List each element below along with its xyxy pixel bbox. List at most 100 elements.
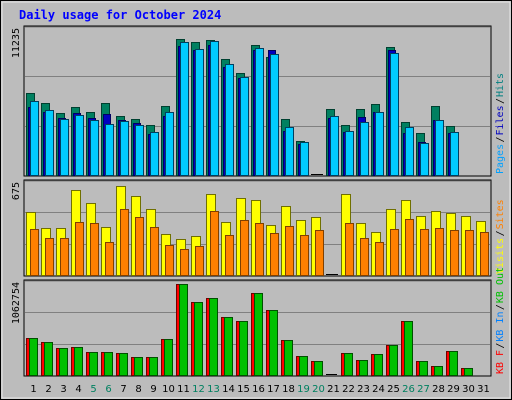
bar-kb-out — [389, 345, 398, 376]
bar-pages — [180, 42, 189, 176]
bar-pages — [75, 115, 84, 176]
bar-pages — [165, 112, 174, 176]
bar-sites — [105, 242, 114, 276]
legend: KB F/KB In/KB Out — [495, 267, 506, 374]
legend-sites: Sites — [495, 199, 506, 229]
bar-kb-out — [344, 353, 353, 376]
legend-hits: Hits — [495, 73, 506, 97]
bar-sites — [285, 226, 294, 276]
bar-sites — [195, 246, 204, 276]
bar-sites — [165, 245, 174, 276]
bar-sites — [480, 232, 489, 276]
bar-sites — [360, 238, 369, 276]
bar-kb-out — [119, 353, 128, 376]
bar-sites — [330, 274, 338, 275]
bar-kb-out — [269, 310, 278, 376]
bar-pages — [195, 49, 204, 176]
day-labels: 1 2 3 4 5 6 7 8 9 10 11 12 13 14 15 16 17 18 19 20 21 22 23 24 2… — [30, 384, 490, 395]
bar-sites — [90, 223, 99, 276]
bar-sites — [75, 222, 84, 276]
panels: 11235Pages/Files/Hits675Visits/Sites1062… — [11, 25, 506, 377]
day-label: 31 — [477, 384, 490, 395]
bar-pages — [285, 127, 294, 176]
bar-kb-out — [59, 348, 68, 376]
y-max-label: 675 — [11, 182, 22, 200]
day-label: 11 — [177, 384, 190, 395]
bar-kb-out — [254, 293, 263, 376]
bar-kb-out — [209, 298, 218, 376]
bar-kb-out — [44, 342, 53, 376]
legend: Pages/Files/Hits — [495, 73, 506, 174]
bar-kb-out — [329, 374, 337, 375]
bar-sites — [60, 238, 69, 276]
bar-kb-out — [74, 347, 83, 376]
bar-pages — [360, 122, 369, 176]
bar-kb-out — [314, 361, 323, 376]
day-label: 20 — [312, 384, 325, 395]
day-label: 26 — [402, 384, 415, 395]
bar-kb-out — [134, 357, 143, 376]
legend-separator: / — [495, 343, 506, 349]
legend-kb-in: KB In — [495, 311, 506, 341]
bar-pages — [405, 127, 414, 176]
bar-pages — [300, 142, 309, 176]
bar-pages — [60, 119, 69, 176]
bar-kb-out — [164, 339, 173, 376]
bar-kb-out — [464, 368, 473, 376]
bar-sites — [255, 223, 264, 276]
day-label: 24 — [372, 384, 385, 395]
day-label: 18 — [282, 384, 295, 395]
day-label: 3 — [60, 384, 66, 395]
day-label: 17 — [267, 384, 280, 395]
bar-sites — [240, 220, 249, 276]
bar-kb-out — [284, 340, 293, 376]
day-label: 15 — [237, 384, 250, 395]
bar-sites — [420, 229, 429, 276]
day-label: 12 — [192, 384, 205, 395]
bar-pages — [390, 53, 399, 176]
bar-sites — [30, 229, 39, 276]
bar-sites — [150, 227, 159, 276]
day-label: 6 — [105, 384, 111, 395]
day-label: 30 — [462, 384, 475, 395]
day-label: 28 — [432, 384, 445, 395]
bar-kb-out — [299, 356, 308, 376]
legend-separator: / — [495, 98, 506, 104]
legend-separator: / — [495, 136, 506, 142]
bar-pages — [270, 54, 279, 176]
day-label: 19 — [297, 384, 310, 395]
y-max-label: 1062754 — [11, 282, 22, 324]
day-label: 8 — [135, 384, 141, 395]
bar-kb-out — [224, 317, 233, 376]
bar-sites — [435, 228, 444, 276]
bar-pages — [120, 121, 129, 176]
bar-kb-out — [404, 321, 413, 376]
day-label: 23 — [357, 384, 370, 395]
bar-pages — [90, 120, 99, 176]
legend-files: Files — [495, 105, 506, 135]
bar-kb-out — [239, 321, 248, 376]
bar-pages — [255, 48, 264, 176]
bar-sites — [450, 230, 459, 276]
day-label: 14 — [222, 384, 235, 395]
bar-sites — [390, 229, 399, 276]
day-label: 16 — [252, 384, 265, 395]
bar-pages — [375, 112, 384, 176]
day-label: 13 — [207, 384, 220, 395]
legend: Visits /Sites — [495, 199, 506, 274]
bar-pages — [30, 101, 39, 176]
bar-pages — [150, 132, 159, 176]
bar-sites — [210, 211, 219, 276]
day-label: 2 — [45, 384, 51, 395]
bar-pages — [450, 132, 459, 176]
bar-kb-out — [29, 338, 38, 376]
bar-pages — [45, 110, 54, 176]
bar-pages — [345, 131, 354, 176]
bar-kb-out — [434, 366, 443, 376]
legend-kb-f: KB F — [495, 350, 506, 374]
bar-pages — [435, 120, 444, 176]
bar-sites — [465, 230, 474, 276]
bar-pages — [135, 125, 144, 176]
legend-visits: Visits — [495, 238, 506, 274]
